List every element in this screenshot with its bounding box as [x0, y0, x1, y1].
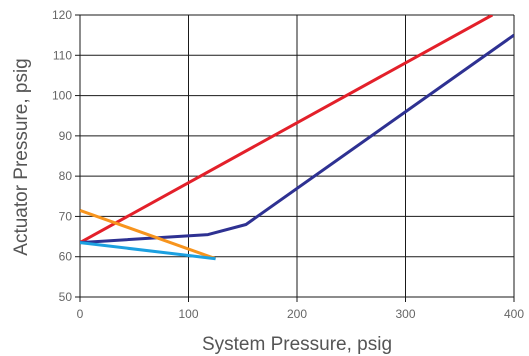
x-axis-title: System Pressure, psig [202, 334, 392, 355]
grid [75, 14, 515, 302]
tick-labels: 50 60 70 80 90 100 110 120 0 100 200 300 400 [52, 8, 524, 321]
series-line-1 [80, 15, 494, 244]
y-tick-label: 50 [59, 290, 73, 304]
y-tick-label: 60 [59, 250, 73, 264]
x-tick-label: 0 [77, 307, 84, 321]
y-tick-label: 80 [59, 169, 73, 183]
series-line-3 [80, 208, 217, 261]
x-tick-label: 100 [178, 307, 198, 321]
y-tick-label: 120 [52, 8, 72, 22]
x-tick-label: 300 [395, 307, 415, 321]
y-axis-title: Actuator Pressure, psig [11, 58, 32, 255]
y-tick-label: 100 [52, 89, 72, 103]
y-tick-label: 110 [53, 48, 72, 62]
y-tick-label: 90 [59, 129, 73, 143]
x-tick-label: 400 [504, 307, 524, 321]
x-tick-label: 200 [287, 307, 307, 321]
y-tick-label: 70 [59, 209, 73, 223]
series-line-4 [80, 241, 216, 261]
series-group [80, 15, 514, 261]
series-line-2 [80, 33, 514, 245]
